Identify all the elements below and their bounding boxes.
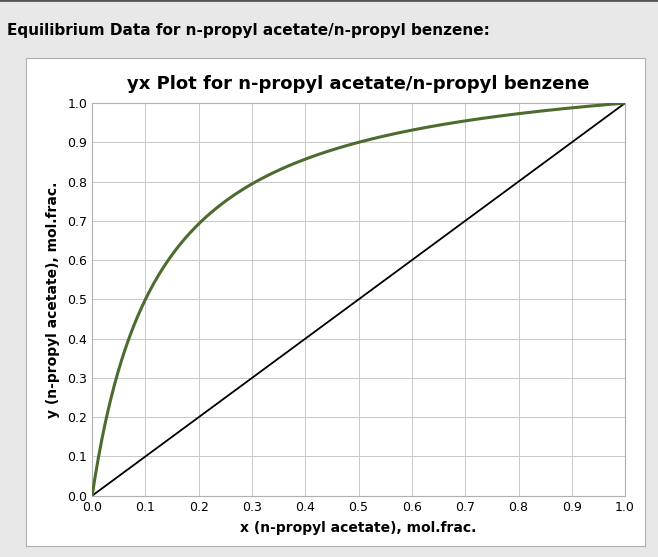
Text: Equilibrium Data for n-propyl acetate/n-propyl benzene:: Equilibrium Data for n-propyl acetate/n-… [7, 23, 490, 38]
Y-axis label: y (n-propyl acetate), mol.frac.: y (n-propyl acetate), mol.frac. [46, 181, 61, 418]
Title: yx Plot for n-propyl acetate/n-propyl benzene: yx Plot for n-propyl acetate/n-propyl be… [128, 75, 590, 93]
X-axis label: x (n-propyl acetate), mol.frac.: x (n-propyl acetate), mol.frac. [240, 521, 477, 535]
